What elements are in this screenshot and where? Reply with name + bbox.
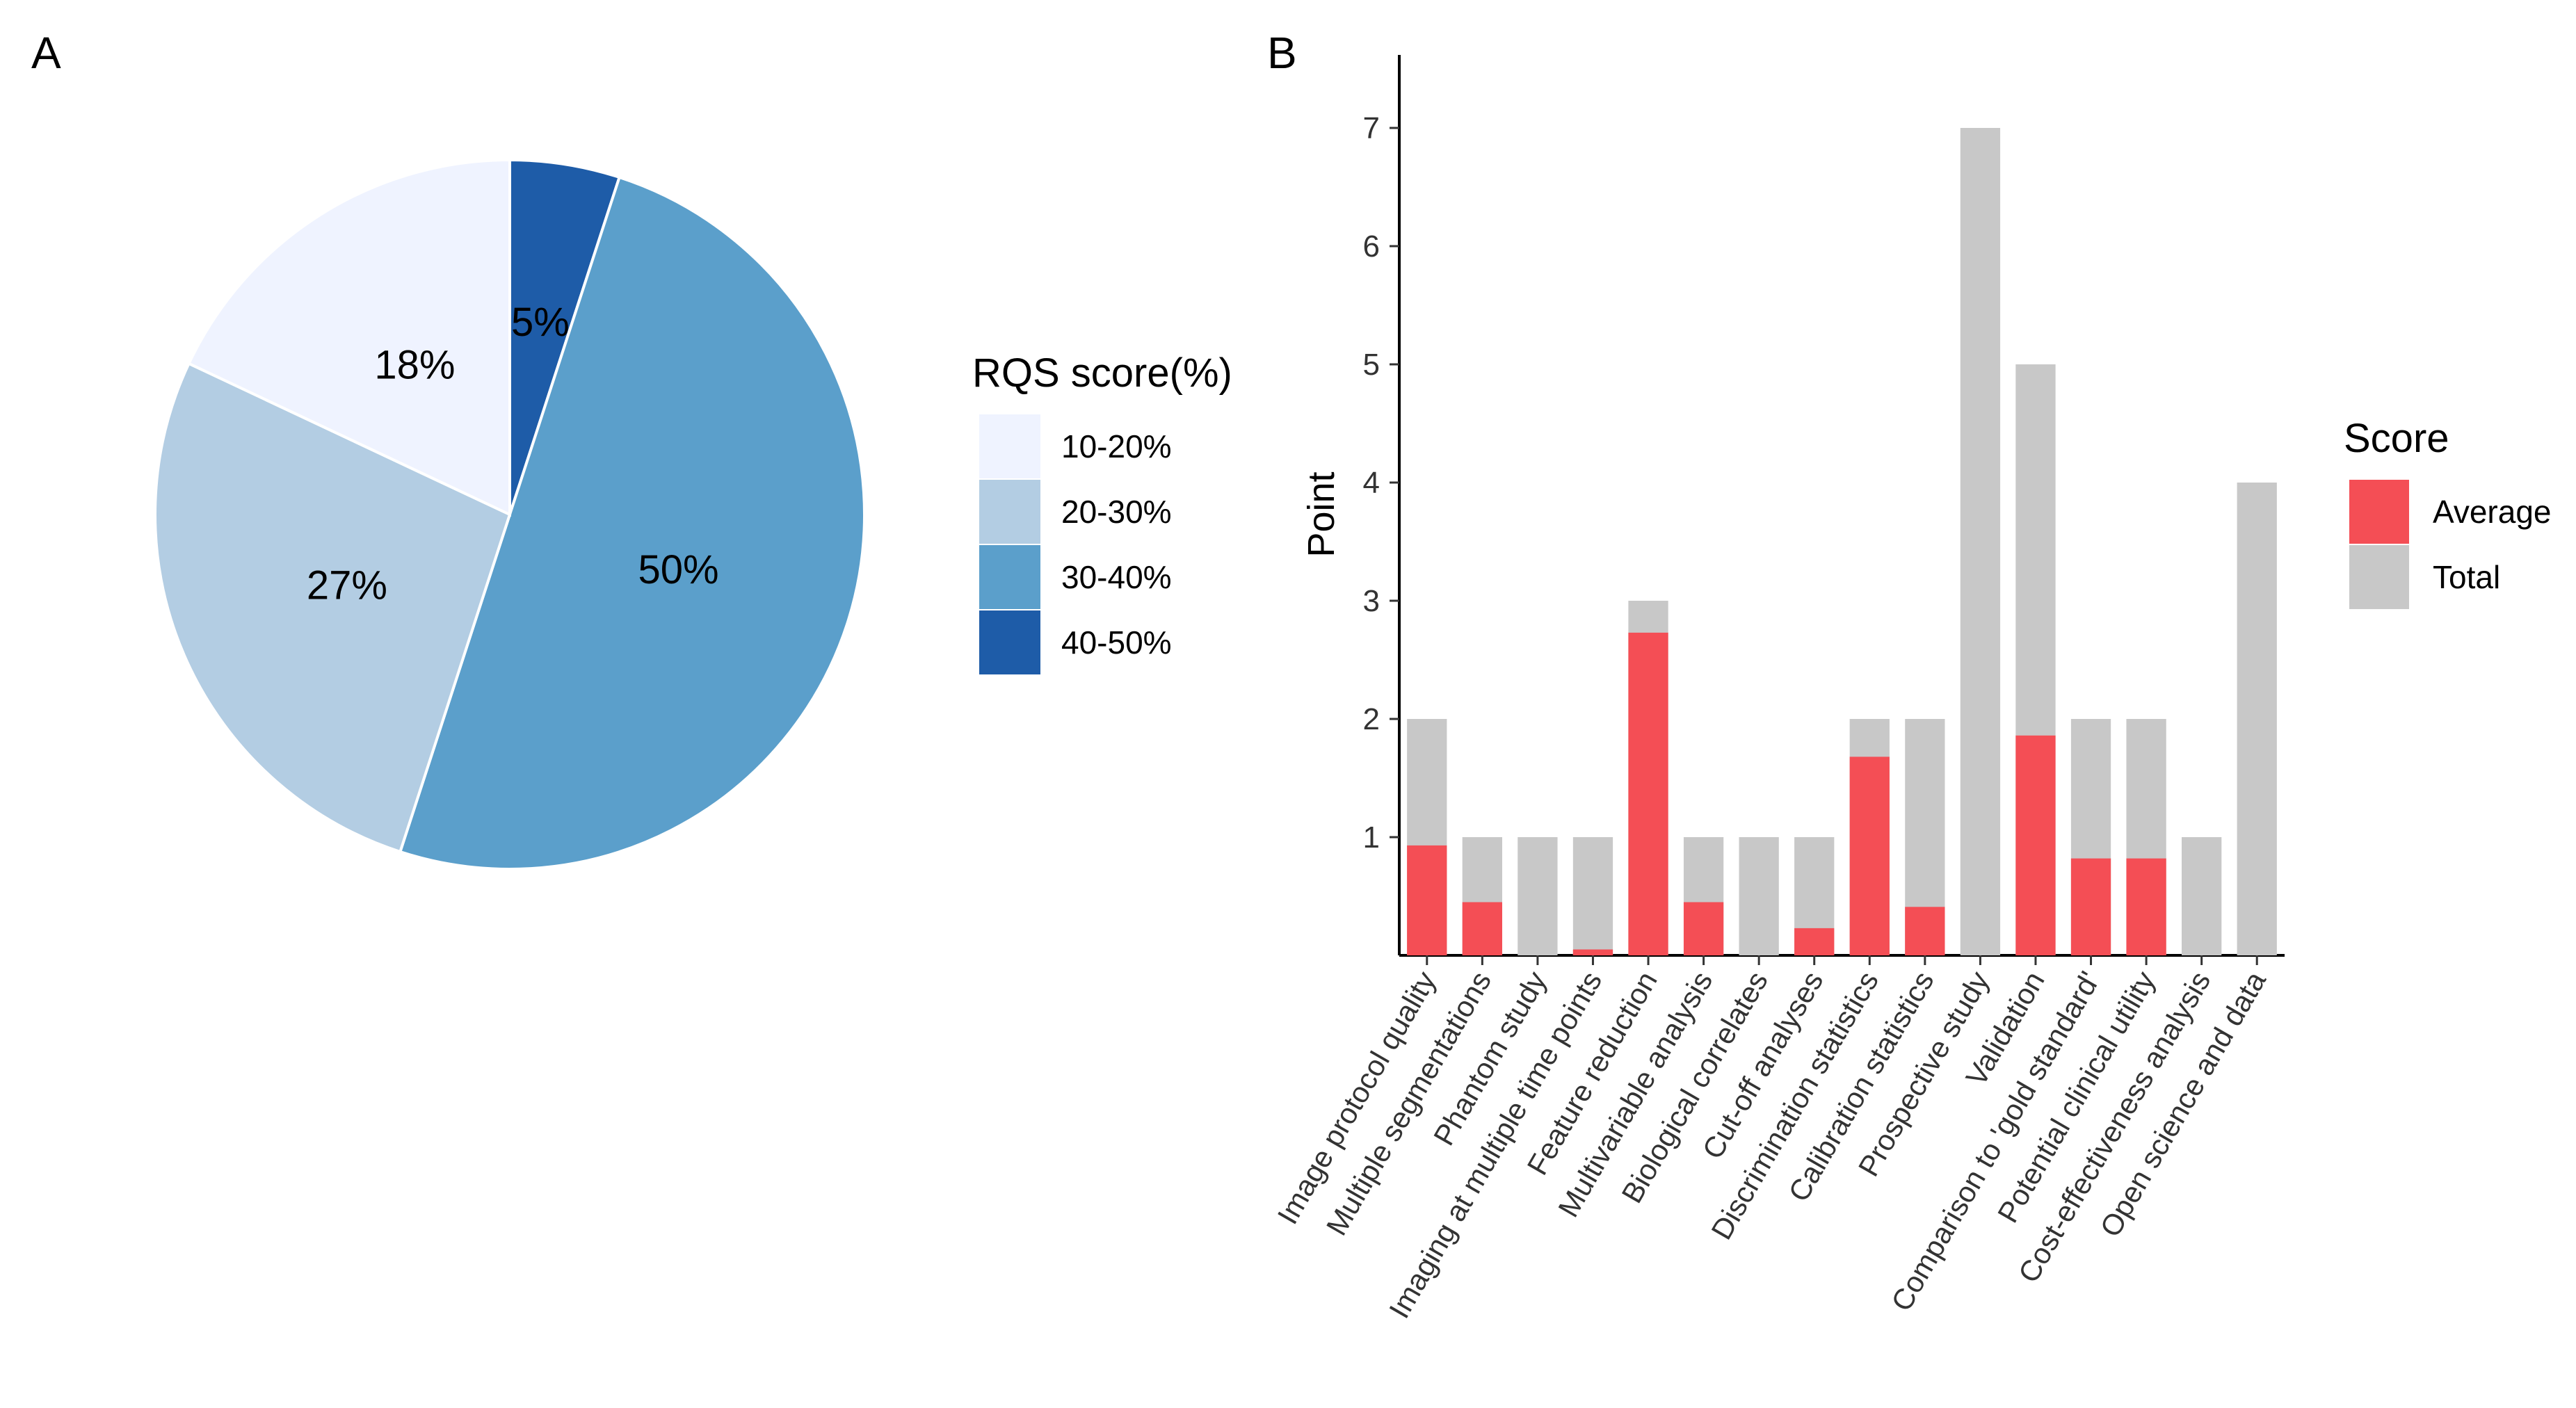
bar-average-multiple-segmentations [1462, 902, 1502, 955]
pie-label-30-40: 50% [638, 547, 718, 592]
y-tick-label: 4 [1363, 466, 1380, 500]
pie-legend: RQS score(%) 10-20% 20-30% 30-40% 40-50% [972, 350, 1232, 674]
bar-average-validation [2015, 735, 2056, 955]
legend-label-20-30: 20-30% [1061, 494, 1172, 530]
legend-swatch-30-40 [979, 545, 1040, 609]
bar-average-calibration-statistics [1905, 907, 1945, 955]
bar-total-phantom-study [1518, 837, 1558, 955]
pie-label-20-30: 27% [307, 563, 387, 608]
y-tick-label: 6 [1363, 229, 1380, 264]
bar-total-imaging-at-multiple-time-points [1572, 837, 1613, 955]
bar-total-open-science-and-data [2237, 483, 2277, 955]
legend-swatch-total [2349, 545, 2409, 609]
pie-legend-title: RQS score(%) [972, 350, 1232, 396]
y-axis-title: Point [1301, 471, 1342, 557]
y-tick-label: 5 [1363, 348, 1380, 382]
panel-a-letter: A [31, 28, 61, 78]
bar-average-cut-off-analyses [1794, 928, 1835, 955]
y-tick-label: 1 [1363, 820, 1380, 855]
legend-label-10-20: 10-20% [1061, 428, 1172, 464]
legend-label-total: Total [2433, 559, 2500, 595]
bar-total-biological-correlates [1739, 837, 1779, 955]
legend-swatch-average [2349, 480, 2409, 544]
y-tick-label: 7 [1363, 111, 1380, 145]
bar-average-discrimination-statistics [1849, 756, 1890, 955]
pie-slice-20-30 [154, 362, 512, 854]
legend-label-30-40: 30-40% [1061, 559, 1172, 595]
legend-swatch-10-20 [979, 414, 1040, 478]
legend-swatch-20-30 [979, 480, 1040, 544]
pie-slice-30-40 [398, 175, 866, 871]
y-tick-label: 3 [1363, 584, 1380, 618]
legend-label-average: Average [2433, 494, 2552, 530]
bar-average-comparison-to-gold-standard [2070, 858, 2111, 955]
bar-legend-title: Score [2344, 416, 2449, 461]
panel-b-letter: B [1267, 28, 1297, 78]
legend-swatch-40-50 [979, 610, 1040, 674]
bar-total-cost-effectiveness-analysis [2182, 837, 2222, 955]
bar-average-multivariable-analysis [1683, 902, 1724, 955]
bar-legend: Score Average Total [2344, 416, 2552, 609]
bar-average-feature-reduction [1628, 632, 1668, 955]
pie-slice-10-20 [186, 158, 511, 517]
bar-average-image-protocol-quality [1407, 845, 1447, 955]
y-tick-label: 2 [1363, 702, 1380, 736]
pie-label-10-20: 18% [374, 343, 455, 388]
pie-label-40-50: 5% [511, 300, 570, 345]
legend-label-40-50: 40-50% [1061, 624, 1172, 661]
bar-average-imaging-at-multiple-time-points [1572, 949, 1613, 955]
bar-total-prospective-study [1960, 128, 2001, 955]
pie-chart: 5% 50% 27% 18% [154, 158, 866, 871]
bar-average-potential-clinical-utility [2126, 858, 2166, 955]
